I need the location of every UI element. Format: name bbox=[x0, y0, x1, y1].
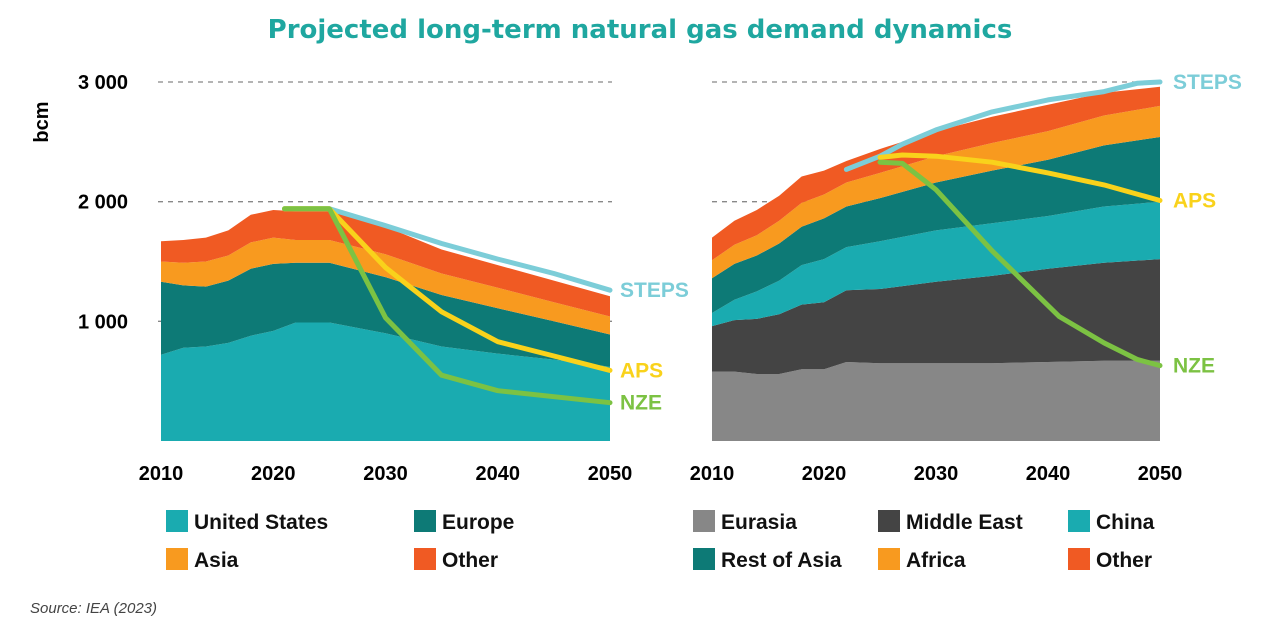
legend-swatch bbox=[414, 548, 436, 570]
area-rest-of-asia bbox=[712, 137, 1160, 313]
legend-swatch bbox=[414, 510, 436, 532]
legend-label: Eurasia bbox=[721, 511, 797, 534]
x-tick-label: 2020 bbox=[251, 463, 296, 485]
legend-swatch bbox=[878, 510, 900, 532]
panel-2: STEPS APS NZE 2010 2020 2030 2040 2050 Eurasia Mi… bbox=[690, 71, 1242, 572]
area-asia bbox=[161, 237, 610, 335]
area-africa bbox=[712, 105, 1160, 279]
x-tick-label: 2030 bbox=[363, 463, 408, 485]
scenario-label-steps: STEPS bbox=[620, 279, 689, 302]
legend-swatch bbox=[166, 510, 188, 532]
y-axis-label: bcm bbox=[31, 101, 53, 142]
x-tick-label: 2030 bbox=[914, 463, 959, 485]
legend-label: Other bbox=[442, 549, 498, 572]
area-eurasia bbox=[712, 360, 1160, 441]
legend-swatch bbox=[693, 548, 715, 570]
y-tick-label: 2 000 bbox=[78, 192, 128, 214]
scenario-label-steps: STEPS bbox=[1173, 71, 1242, 94]
chart-panels: STEPS APS NZE 2010 2020 2030 2040 2050 1 000 2 00… bbox=[78, 71, 1242, 572]
legend-label: China bbox=[1096, 511, 1155, 534]
x-tick-label: 2050 bbox=[1138, 463, 1183, 485]
scenario-line-nze bbox=[877, 159, 1163, 369]
x-tick-label: 2010 bbox=[690, 463, 735, 485]
legend-label: United States bbox=[194, 511, 328, 534]
x-tick-label: 2020 bbox=[802, 463, 847, 485]
x-tick-label: 2050 bbox=[588, 463, 633, 485]
scenario-line-nze bbox=[282, 206, 613, 406]
legend-label: Rest of Asia bbox=[721, 549, 842, 572]
area-china bbox=[712, 201, 1160, 327]
x-tick-label: 2040 bbox=[1026, 463, 1071, 485]
source-note: Source: IEA (2023) bbox=[30, 600, 157, 617]
legend-swatch bbox=[878, 548, 900, 570]
scenario-label-aps: APS bbox=[620, 359, 663, 382]
scenario-label-nze: NZE bbox=[1173, 355, 1215, 378]
legend-label: Europe bbox=[442, 511, 514, 534]
legend-swatch bbox=[166, 548, 188, 570]
area-other bbox=[161, 210, 610, 317]
legend-label: Other bbox=[1096, 549, 1152, 572]
scenario-line-steps bbox=[843, 79, 1163, 172]
panel-1: STEPS APS NZE 2010 2020 2030 2040 2050 1 000 2 00… bbox=[78, 72, 689, 572]
area-other bbox=[712, 86, 1160, 261]
legend-swatch bbox=[1068, 548, 1090, 570]
x-tick-label: 2010 bbox=[139, 463, 184, 485]
legend-label: Asia bbox=[194, 549, 239, 572]
legend-label: Middle East bbox=[906, 511, 1023, 534]
area-united-states bbox=[161, 322, 610, 441]
x-tick-label: 2040 bbox=[476, 463, 521, 485]
legend-swatch bbox=[1068, 510, 1090, 532]
y-tick-label: 1 000 bbox=[78, 311, 128, 333]
area-middle-east bbox=[712, 259, 1160, 374]
scenario-line-aps bbox=[877, 152, 1163, 203]
chart-title: Projected long-term natural gas demand d… bbox=[268, 15, 1013, 45]
scenario-label-aps: APS bbox=[1173, 189, 1216, 212]
scenario-label-nze: NZE bbox=[620, 392, 662, 415]
y-tick-label: 3 000 bbox=[78, 72, 128, 94]
legend-swatch bbox=[693, 510, 715, 532]
legend-label: Africa bbox=[906, 549, 966, 572]
